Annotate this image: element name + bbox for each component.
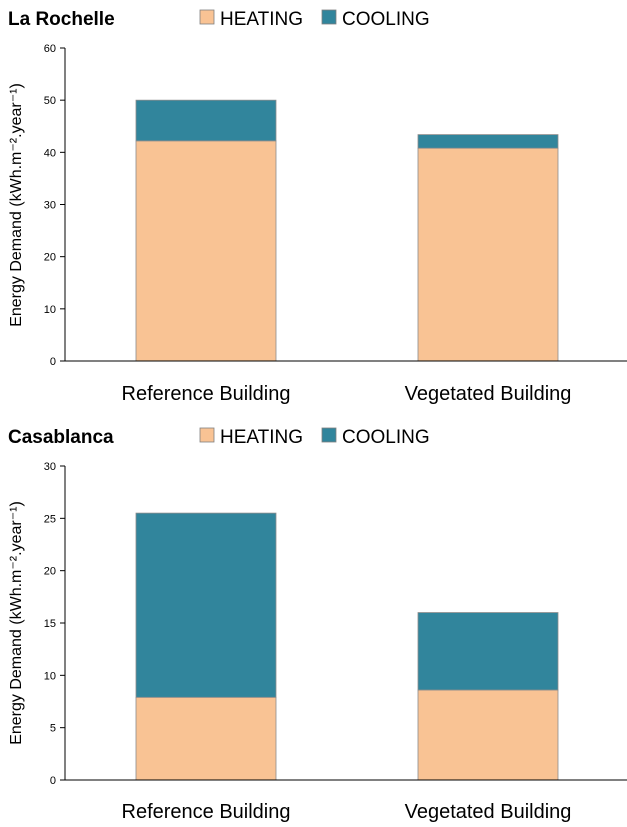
bar-cooling-2: [417, 134, 559, 149]
bar-heating-1: [135, 140, 277, 362]
chart-title: La Rochelle: [8, 9, 115, 30]
x-tick-label: Reference Building: [122, 383, 291, 405]
y-tick-label: 0: [50, 775, 56, 787]
bar-heating-1: [135, 696, 277, 781]
y-tick-label: 60: [44, 43, 56, 55]
y-axis-label: Energy Demand (kWh.m⁻².year⁻¹): [8, 83, 25, 327]
bar-cooling-2: [417, 612, 559, 691]
y-tick-label: 20: [44, 566, 56, 578]
chart-title: Casablanca: [8, 427, 114, 448]
bar-heating-2: [417, 689, 559, 781]
y-tick-label: 50: [44, 95, 56, 107]
y-tick-label: 30: [44, 200, 56, 212]
x-tick-label: Reference Building: [122, 801, 291, 823]
y-tick-label: 15: [44, 618, 56, 630]
x-tick-label: Vegetated Building: [405, 383, 572, 405]
y-tick-label: 10: [44, 670, 56, 682]
x-tick-label: Vegetated Building: [405, 801, 572, 823]
legend-swatch-heating: [199, 9, 215, 25]
legend-swatch-cooling: [321, 427, 337, 443]
y-tick-label: 25: [44, 513, 56, 525]
bar-cooling-1: [135, 99, 277, 142]
legend-swatch-cooling: [321, 9, 337, 25]
chart-panel-1: La Rochelle HEATING COOLING Reference Build…: [8, 9, 627, 405]
bar-heating-2: [417, 147, 559, 362]
legend-swatch-heating: [199, 427, 215, 443]
y-axis-label: Energy Demand (kWh.m⁻².year⁻¹): [8, 501, 25, 745]
y-tick-label: 30: [44, 461, 56, 473]
y-tick-label: 20: [44, 252, 56, 264]
legend-label-cooling: COOLING: [342, 9, 430, 30]
y-tick-label: 5: [50, 723, 56, 735]
bar-cooling-1: [135, 512, 277, 698]
legend-label-heating: HEATING: [220, 427, 303, 448]
chart-panel-2: Casablanca HEATING COOLING Reference Buildi…: [8, 427, 627, 823]
y-tick-label: 40: [44, 147, 56, 159]
legend-label-heating: HEATING: [220, 9, 303, 30]
legend-label-cooling: COOLING: [342, 427, 430, 448]
y-tick-label: 10: [44, 304, 56, 316]
y-tick-label: 0: [50, 356, 56, 368]
